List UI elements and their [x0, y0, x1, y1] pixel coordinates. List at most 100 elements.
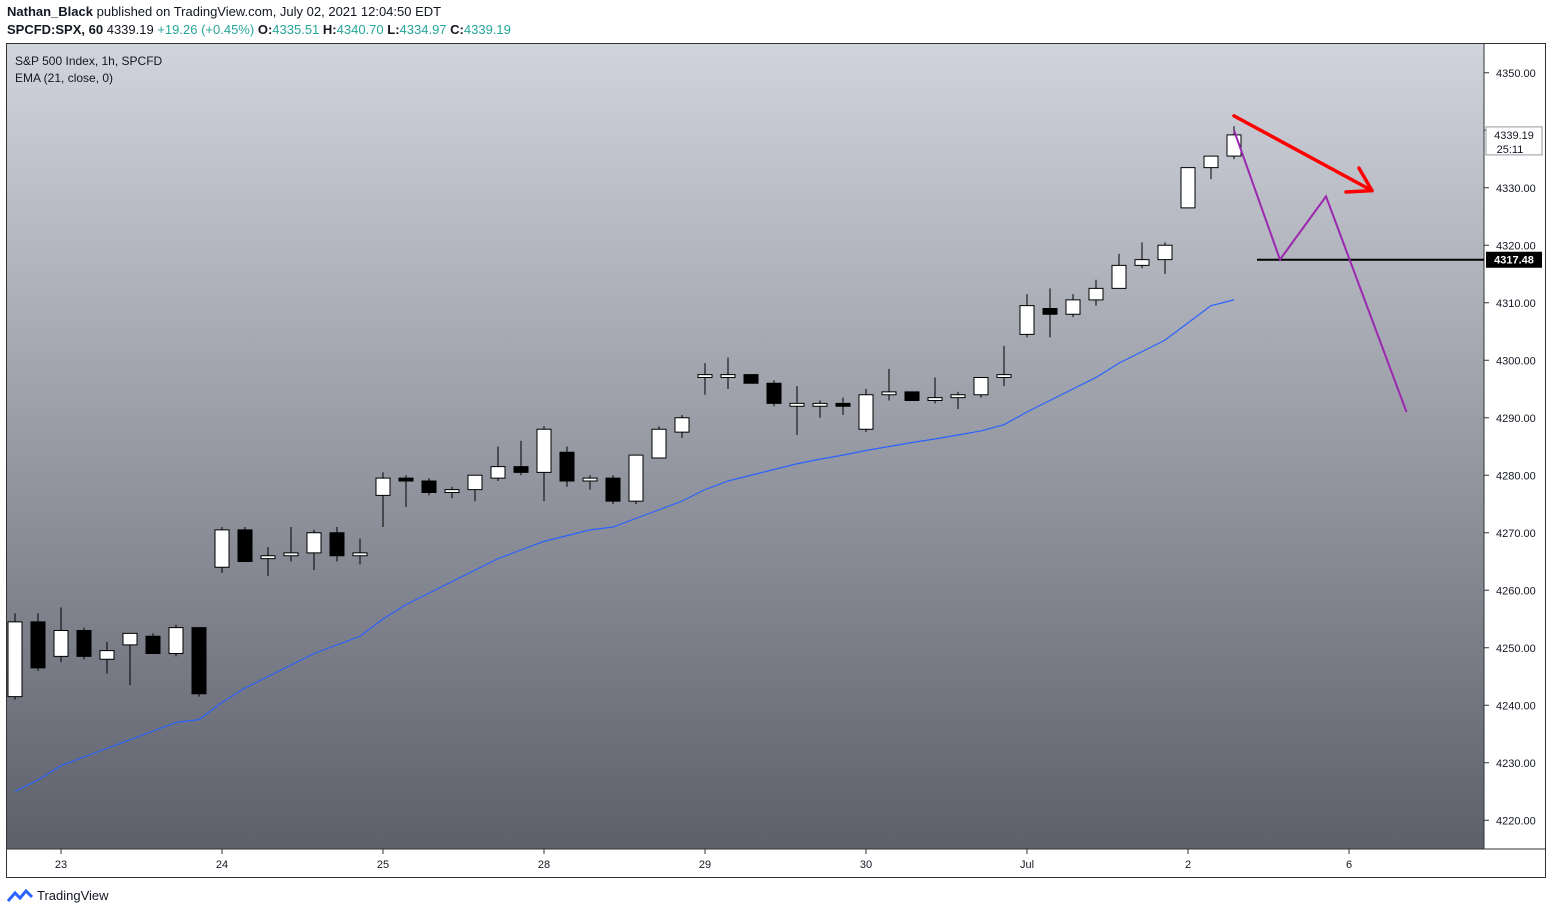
author-name[interactable]: Nathan_Black — [7, 4, 93, 19]
footer-brand[interactable]: TradingView — [7, 888, 109, 903]
candle-up — [1157, 244, 1173, 261]
price-change: +19.26 (+0.45%) — [157, 22, 255, 37]
candle-down — [835, 402, 851, 407]
y-tick-label: 4330.00 — [1496, 183, 1536, 195]
candle-down — [398, 477, 414, 482]
low-label: L: — [387, 22, 400, 37]
price-scale-background — [1484, 44, 1545, 849]
support-price-tag — [1486, 251, 1542, 268]
high-label: H: — [322, 22, 337, 37]
open-label: O: — [257, 22, 273, 37]
candle-up — [352, 552, 368, 557]
trend-arrow-shaft — [1232, 114, 1374, 193]
candle-up — [122, 632, 138, 646]
candle-up — [260, 555, 276, 560]
candle-up — [582, 477, 598, 482]
candle-up — [858, 394, 874, 430]
candle-up — [1019, 305, 1035, 335]
candle-up — [1134, 259, 1150, 266]
y-tick-label: 4300.00 — [1496, 355, 1536, 367]
candle-down — [559, 451, 575, 482]
candle-down — [513, 466, 529, 473]
candle-up — [950, 394, 966, 399]
support-price-label: 4317.48 — [1494, 255, 1534, 267]
y-tick-label: 4230.00 — [1496, 758, 1536, 770]
candle-down — [904, 391, 920, 401]
close-value: 4339.19 — [463, 22, 511, 37]
last-price: 4339.19 — [106, 22, 154, 37]
candle-up — [536, 428, 552, 473]
candle-up — [628, 454, 644, 502]
trend-arrow-head — [1344, 166, 1374, 194]
countdown-label: 25:11 — [1497, 144, 1524, 156]
publish-info: Nathan_Black published on TradingView.co… — [7, 4, 441, 19]
legend-title: S&P 500 Index, 1h, SPCFD — [15, 54, 163, 68]
close-label: C: — [450, 22, 464, 37]
y-tick-label: 4290.00 — [1496, 413, 1536, 425]
candle-up — [1088, 287, 1104, 301]
candle-up — [651, 428, 667, 459]
candle-down — [191, 627, 207, 695]
candle-up — [467, 474, 483, 491]
y-tick-label: 4270.00 — [1496, 528, 1536, 540]
candle-up — [375, 477, 391, 496]
price-chart[interactable]: 4220.00 4230.00 4240.00 4250.00 4260.00 4270.… — [7, 44, 1545, 877]
candle-up — [996, 374, 1012, 378]
candle-up — [306, 532, 322, 554]
projection-path — [1233, 129, 1408, 413]
last-price-label: 4339.19 — [1494, 130, 1534, 142]
candle-down — [743, 374, 759, 384]
candle-up — [697, 374, 713, 378]
publish-text: published on TradingView.com, July 02, 2… — [96, 4, 442, 19]
symbol-ohlc-line: SPCFD:SPX, 60 4339.19 +19.26 (+0.45%) O:… — [7, 22, 511, 37]
candle-down — [605, 477, 621, 502]
x-tick-label: 28 — [538, 859, 550, 871]
candle-down — [30, 621, 46, 669]
candle-down — [329, 532, 345, 557]
ema-line — [14, 299, 1235, 793]
x-tick-label: 30 — [860, 859, 872, 871]
x-tick-label: 24 — [216, 859, 228, 871]
y-tick-label: 4310.00 — [1496, 298, 1536, 310]
tradingview-logo-icon — [7, 888, 33, 902]
candle-up — [1180, 167, 1196, 209]
candle-up — [1065, 299, 1081, 315]
candle-down — [237, 529, 253, 562]
symbol-label: SPCFD:SPX, 60 — [7, 22, 104, 37]
candle-down — [76, 630, 92, 657]
candle-up — [53, 630, 69, 657]
candle-up — [881, 391, 897, 396]
candle-up — [7, 621, 23, 698]
y-tick-label: 4250.00 — [1496, 643, 1536, 655]
candle-up — [973, 377, 989, 396]
candle-up — [674, 417, 690, 433]
y-tick-label: 4220.00 — [1496, 815, 1536, 827]
y-tick-label: 4350.00 — [1496, 68, 1536, 80]
legend-indicator: EMA (21, close, 0) — [15, 71, 113, 85]
candle-up — [168, 627, 184, 654]
candle-up — [99, 650, 115, 660]
y-tick-label: 4280.00 — [1496, 470, 1536, 482]
x-tick-label: 2 — [1185, 859, 1191, 871]
candle-up — [789, 402, 805, 407]
candle-down — [145, 635, 161, 654]
high-value: 4340.70 — [336, 22, 384, 37]
footer-brand-label: TradingView — [37, 888, 109, 903]
x-tick-label: Jul — [1020, 859, 1034, 871]
plot-background — [7, 44, 1484, 849]
x-tick-label: 29 — [699, 859, 711, 871]
candle-up — [1203, 155, 1219, 169]
y-tick-label: 4260.00 — [1496, 585, 1536, 597]
chart-frame[interactable]: 4220.00 4230.00 4240.00 4250.00 4260.00 4270.… — [6, 43, 1546, 878]
candle-up — [214, 529, 230, 568]
candle-down — [421, 480, 437, 493]
y-tick-label: 4320.00 — [1496, 240, 1536, 252]
low-value: 4334.97 — [399, 22, 447, 37]
open-value: 4335.51 — [272, 22, 320, 37]
time-scale-background — [7, 849, 1545, 877]
y-tick-label: 4240.00 — [1496, 700, 1536, 712]
candle-up — [812, 402, 828, 407]
candle-up — [927, 397, 943, 401]
x-tick-label: 25 — [377, 859, 389, 871]
x-tick-label: 6 — [1346, 859, 1352, 871]
